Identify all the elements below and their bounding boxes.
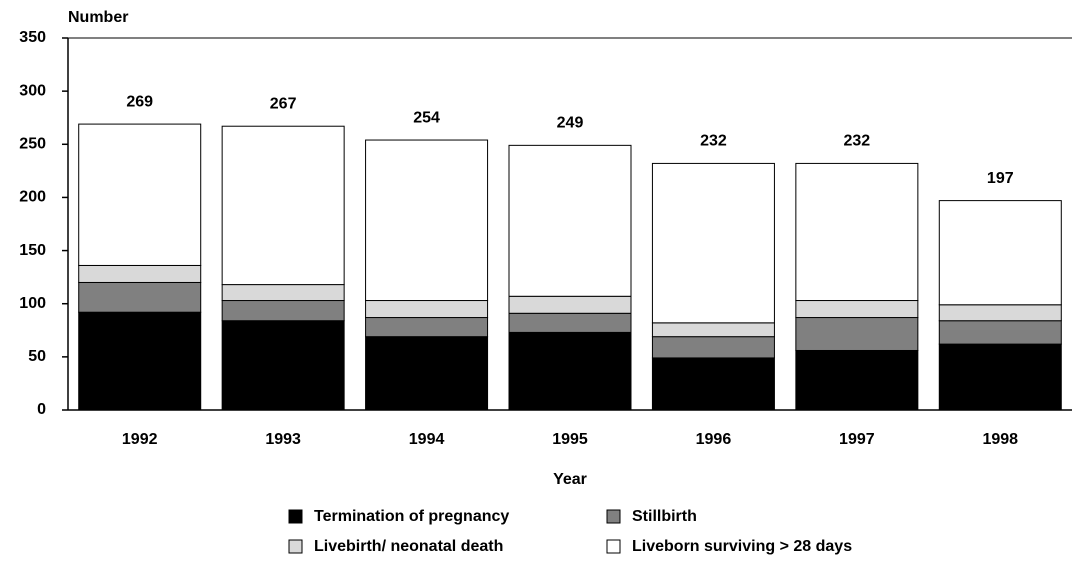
total-label: 254	[413, 109, 440, 126]
bar-segment	[365, 336, 489, 411]
bar-segment	[221, 300, 345, 322]
x-tick-label: 1996	[696, 431, 732, 448]
x-tick-label: 1998	[982, 431, 1018, 448]
total-label: 267	[270, 95, 297, 112]
bar-segment	[795, 349, 919, 411]
bar-segment	[651, 162, 775, 324]
bar-segment	[651, 336, 775, 359]
bar-segment	[651, 357, 775, 411]
bar-segment	[221, 284, 345, 302]
y-tick-label: 250	[19, 136, 46, 153]
total-label: 249	[557, 115, 584, 132]
legend-label: Livebirth/ neonatal death	[314, 538, 503, 555]
bar-segment	[508, 295, 632, 314]
bar-segment	[938, 304, 1062, 322]
x-tick-label: 1993	[265, 431, 301, 448]
x-tick-label: 1992	[122, 431, 158, 448]
bar-segment	[508, 144, 632, 297]
legend-label: Liveborn surviving > 28 days	[632, 538, 852, 555]
y-tick-label: 200	[19, 189, 46, 206]
legend-label: Termination of pregnancy	[314, 508, 509, 525]
y-tick-label: 0	[37, 401, 46, 418]
bar-segment	[365, 139, 489, 302]
bar-segment	[78, 311, 202, 411]
total-label: 232	[844, 133, 871, 150]
x-axis-title: Year	[553, 471, 587, 488]
total-label: 232	[700, 133, 727, 150]
legend-swatch	[606, 509, 621, 524]
bar-segment	[795, 300, 919, 319]
bar-segment	[365, 317, 489, 338]
bar-segment	[508, 312, 632, 333]
bar-segment	[221, 125, 345, 286]
bar-segment	[938, 320, 1062, 345]
y-tick-label: 300	[19, 82, 46, 99]
x-tick-label: 1997	[839, 431, 875, 448]
y-tick-label: 150	[19, 242, 46, 259]
bar-segment	[508, 331, 632, 411]
x-tick-label: 1994	[409, 431, 445, 448]
bar-segment	[78, 281, 202, 313]
bar-segment	[221, 320, 345, 411]
y-tick-label: 350	[19, 29, 46, 46]
bar-segment	[78, 123, 202, 266]
total-label: 269	[126, 93, 153, 110]
bar-segment	[795, 162, 919, 302]
legend-label: Stillbirth	[632, 508, 697, 525]
bar-segment	[365, 300, 489, 319]
y-tick-label: 50	[28, 348, 46, 365]
legend-swatch	[288, 539, 303, 554]
bar-segment	[795, 317, 919, 351]
bar-segment	[938, 343, 1062, 411]
y-axis-title: Number	[68, 9, 128, 26]
legend-swatch	[606, 539, 621, 554]
bar-segment	[78, 264, 202, 283]
bar-segment	[938, 200, 1062, 306]
total-label: 197	[987, 170, 1014, 187]
x-tick-label: 1995	[552, 431, 588, 448]
y-tick-label: 100	[19, 295, 46, 312]
bar-segment	[651, 322, 775, 338]
legend-swatch	[288, 509, 303, 524]
